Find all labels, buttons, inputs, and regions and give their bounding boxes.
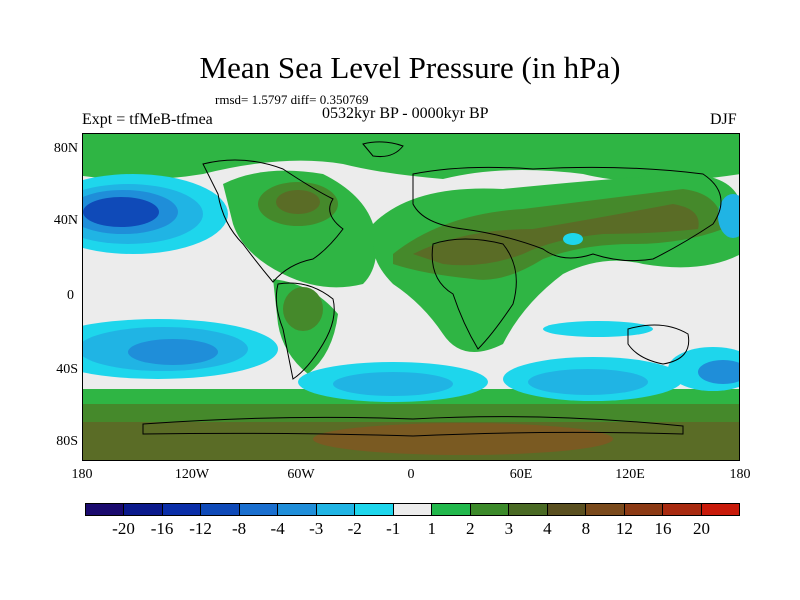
colorbar-swatch [663, 504, 702, 515]
colorbar-swatch [586, 504, 625, 515]
colorbar-swatch [124, 504, 163, 515]
y-tick-0: 0 [67, 288, 74, 303]
colorbar-swatch [316, 504, 356, 515]
indian-ocean-low [543, 321, 653, 337]
colorbar-swatch [624, 504, 664, 515]
colorbar-label: 12 [615, 519, 633, 538]
north-america-high [276, 190, 320, 214]
stats-label: rmsd= 1.5797 diff= 0.350769 [215, 92, 369, 107]
colorbar-label: -2 [347, 519, 362, 538]
x-tick-0: 0 [407, 467, 415, 482]
south-indian-low-core [528, 369, 648, 395]
colorbar-swatch [701, 504, 739, 515]
colorbar [85, 503, 740, 516]
colorbar-label: -20 [112, 519, 135, 538]
colorbar-label: 16 [654, 519, 672, 538]
x-tick-60w: 60W [287, 467, 315, 482]
north-pacific-low-core [83, 197, 159, 227]
colorbar-swatch [278, 504, 317, 515]
x-tick-180e: 180 [729, 467, 751, 482]
pressure-anomaly-map [83, 134, 739, 460]
x-tick-120w: 120W [174, 467, 210, 482]
north-pacific-low-east [718, 194, 739, 238]
colorbar-swatch [509, 504, 548, 515]
y-tick-40s: 40S [56, 362, 78, 377]
colorbar-swatch [355, 504, 394, 515]
experiment-label: Expt = tfMeB-tfmea [82, 111, 213, 128]
colorbar-label: 2 [466, 519, 475, 538]
colorbar-label: -3 [309, 519, 324, 538]
colorbar-label: -4 [270, 519, 285, 538]
eurasia-high [413, 204, 699, 266]
colorbar-label: 1 [427, 519, 437, 538]
colorbar-swatch [547, 504, 587, 515]
coastlines [142, 141, 722, 437]
colorbar-label: -8 [232, 519, 247, 538]
colorbar-swatch [162, 504, 202, 515]
arctic-positive-band [83, 134, 739, 182]
season-label: DJF [710, 111, 737, 128]
x-tick-180w: 180 [71, 467, 93, 482]
colorbar-label: 8 [581, 519, 591, 538]
south-pacific-low-core [128, 339, 218, 365]
x-tick-60e: 60E [509, 467, 533, 482]
colorbar-swatch [393, 504, 433, 515]
y-tick-80s: 80S [56, 434, 78, 449]
colorbar-label: -16 [150, 519, 174, 538]
colorbar-label: 4 [543, 519, 552, 538]
colorbar-label: 20 [692, 519, 710, 538]
map-area [82, 133, 740, 461]
x-tick-120e: 120E [615, 467, 645, 482]
colorbar-swatch [470, 504, 510, 515]
colorbar-swatch [432, 504, 471, 515]
tibet-low [563, 233, 583, 245]
antarctic-high [313, 423, 613, 455]
colorbar-swatch [239, 504, 279, 515]
tasman-low-core [698, 360, 739, 384]
colorbar-label: 3 [504, 519, 514, 538]
south-america-mid [283, 287, 323, 331]
y-tick-40n: 40N [53, 213, 78, 228]
colorbar-label: -1 [386, 519, 401, 538]
south-atlantic-low-core [333, 372, 453, 396]
period-label: 0532kyr BP - 0000kyr BP [322, 105, 489, 122]
colorbar-swatch [201, 504, 240, 515]
y-tick-80n: 80N [53, 141, 78, 156]
colorbar-label: -12 [189, 519, 212, 538]
colorbar-swatch [86, 504, 125, 515]
chart-title: Mean Sea Level Pressure (in hPa) [199, 50, 621, 85]
